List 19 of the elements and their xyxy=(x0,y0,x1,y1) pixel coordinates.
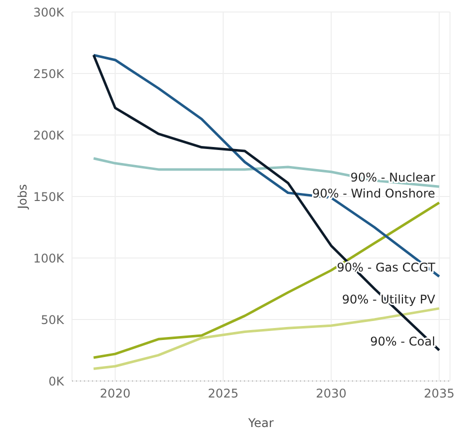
line-series xyxy=(92,54,440,352)
x-tick-label: 2030 xyxy=(316,386,346,401)
x-tick-label: 2035 xyxy=(424,386,454,401)
y-tick-label: 50K xyxy=(40,312,66,327)
line-series xyxy=(92,54,440,278)
series-label: 90% - Nuclear xyxy=(350,170,436,185)
y-tick-label: 0K xyxy=(48,374,66,388)
x-tick-label: 2020 xyxy=(100,386,130,401)
y-tick-label: 200K xyxy=(33,128,66,142)
y-tick-label: 250K xyxy=(33,66,66,81)
y-axis-title: Jobs xyxy=(15,184,30,210)
line-series xyxy=(92,157,440,188)
line-series xyxy=(92,307,440,370)
y-tick-label: 150K xyxy=(33,190,66,204)
line-series xyxy=(92,201,440,359)
x-tick-label: 2025 xyxy=(208,386,238,401)
y-tick-label: 100K xyxy=(33,251,66,266)
x-axis-title: Year xyxy=(247,416,274,430)
y-tick-label: 300K xyxy=(33,5,66,20)
